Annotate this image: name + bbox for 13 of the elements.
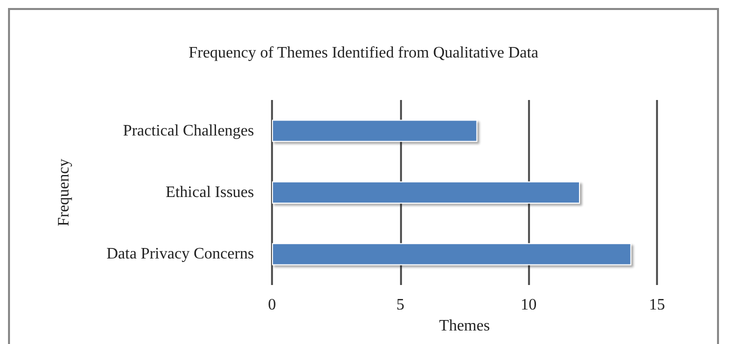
x-tick-label: 5 [396, 296, 404, 314]
y-axis-title: Frequency [56, 158, 72, 226]
x-axis-title: Themes [439, 317, 490, 334]
bar [272, 181, 580, 204]
chart-title: Frequency of Themes Identified from Qualitative Data [188, 44, 538, 62]
y-tick-label: Ethical Issues [166, 184, 254, 201]
x-tick-label: 10 [520, 296, 537, 314]
y-tick-label: Practical Challenges [122, 122, 254, 140]
y-tick-label: Data Privacy Concerns [106, 246, 254, 263]
bar [272, 243, 632, 266]
x-tick-label: 0 [268, 296, 276, 314]
x-tick-label: 15 [649, 296, 665, 314]
bar [272, 120, 478, 142]
